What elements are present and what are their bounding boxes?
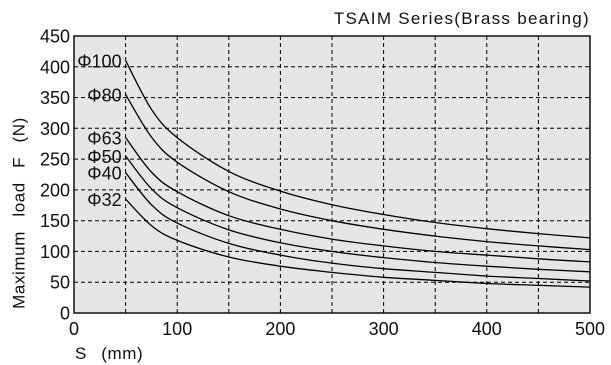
x-tick-label: 400 — [472, 319, 502, 339]
load-curve-phi40 — [125, 172, 591, 282]
plot-area — [74, 36, 590, 313]
x-tick-label: 100 — [162, 319, 192, 339]
plot-border — [73, 35, 591, 314]
y-tick-label: 400 — [40, 57, 70, 77]
load-curve-phi32 — [125, 198, 591, 288]
y-tick-label: 350 — [40, 88, 70, 108]
x-tick-label: 500 — [575, 319, 605, 339]
y-tick-label: 300 — [40, 119, 70, 139]
y-tick-label: 0 — [60, 304, 70, 324]
series-label-phi63: Φ63 — [87, 129, 121, 149]
load-curves — [125, 60, 591, 288]
x-axis-label: S (mm) — [75, 344, 143, 363]
x-tick-label: 200 — [265, 319, 295, 339]
y-tick-label: 150 — [40, 211, 70, 231]
gridlines — [74, 36, 590, 313]
x-tick-label: 0 — [69, 319, 79, 339]
series-label-phi50: Φ50 — [87, 147, 121, 167]
series-label-phi32: Φ32 — [87, 190, 121, 210]
series-label-phi40: Φ40 — [87, 164, 121, 184]
x-tick-labels: 0 100 200 300 400 500 — [69, 319, 605, 339]
y-axis-label: Maximum load F (N) — [10, 117, 29, 309]
load-curve-phi63 — [125, 137, 591, 263]
y-tick-labels: 0 50 100 150 200 250 300 350 400 450 — [40, 27, 70, 324]
series-label-phi100: Φ100 — [77, 52, 121, 72]
y-tick-label: 200 — [40, 180, 70, 200]
y-tick-label: 250 — [40, 150, 70, 170]
chart-title: TSAIM Series(Brass bearing) — [334, 9, 590, 28]
y-tick-label: 450 — [40, 27, 70, 47]
series-label-phi80: Φ80 — [87, 86, 121, 106]
load-curve-phi50 — [125, 155, 591, 273]
load-curve-phi100 — [125, 60, 591, 239]
x-tick-label: 300 — [369, 319, 399, 339]
y-tick-label: 50 — [50, 273, 70, 293]
y-tick-label: 100 — [40, 242, 70, 262]
load-curve-phi80 — [125, 94, 591, 251]
